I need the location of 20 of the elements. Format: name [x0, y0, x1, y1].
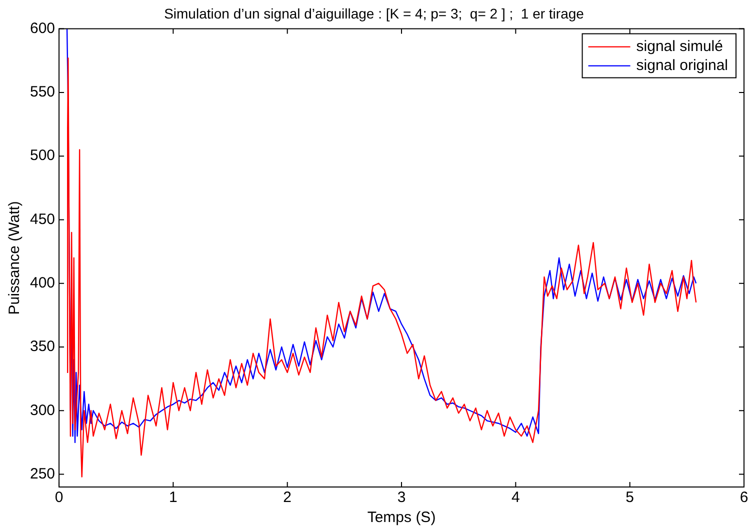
- y-tick-label: 450: [30, 210, 56, 228]
- y-tick-label: 600: [30, 20, 56, 37]
- x-tick-label: 1: [169, 489, 178, 506]
- legend-label: signal simulé: [636, 38, 723, 55]
- x-tick-label: 3: [397, 489, 406, 506]
- x-tick-label: 0: [54, 489, 64, 506]
- y-tick-label: 250: [30, 465, 56, 482]
- y-tick-label: 400: [30, 274, 56, 292]
- legend-label: signal original: [636, 56, 728, 74]
- x-tick-label: 4: [512, 489, 520, 506]
- chart-title: Simulation d’un signal d’aiguillage : [K = 4; p= 3; q= 2 ] ; 1 er tirage: [164, 5, 584, 22]
- y-axis-title: Puissance (Watt): [6, 201, 24, 315]
- x-axis-title: Temps (S): [367, 509, 436, 526]
- x-tick-label: 2: [283, 489, 292, 506]
- x-tick-label: 5: [626, 489, 634, 506]
- y-tick-label: 550: [30, 84, 56, 101]
- x-tick-label: 6: [740, 489, 748, 506]
- y-tick-label: 300: [30, 402, 56, 419]
- y-tick-label: 500: [30, 147, 56, 164]
- y-tick-label: 350: [30, 338, 56, 356]
